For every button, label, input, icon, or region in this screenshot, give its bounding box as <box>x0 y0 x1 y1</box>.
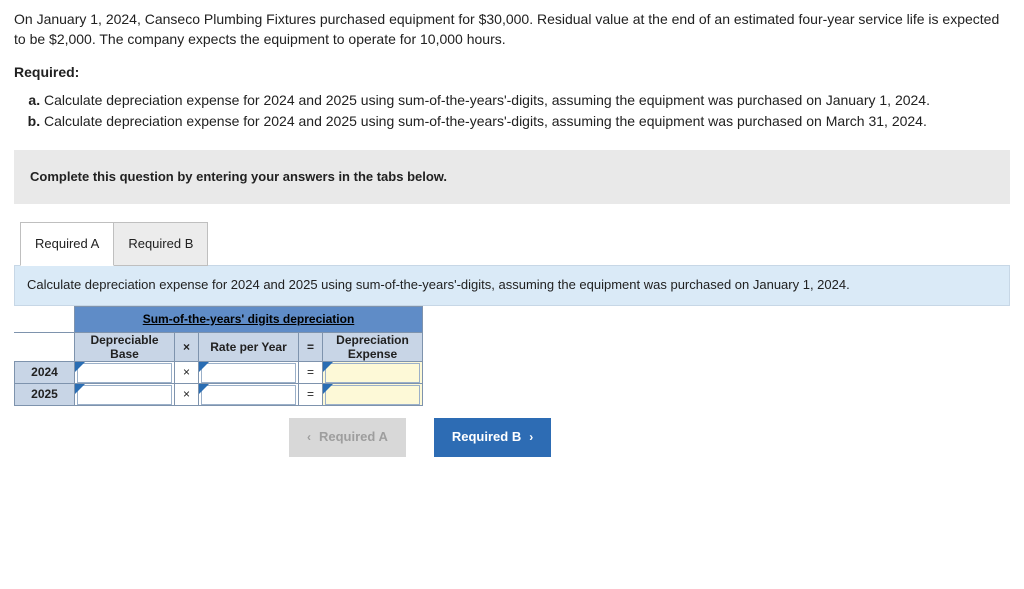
input-2024-base[interactable] <box>77 363 172 383</box>
op-eq: = <box>299 384 323 406</box>
input-marker-icon <box>323 362 333 372</box>
input-marker-icon <box>323 384 333 394</box>
depreciation-table: Sum-of-the-years' digits depreciation De… <box>14 306 423 407</box>
prev-button: ‹ Required A <box>289 418 406 456</box>
table-main-header: Sum-of-the-years' digits depreciation <box>75 306 423 332</box>
input-2024-exp[interactable] <box>325 363 420 383</box>
input-marker-icon <box>199 362 209 372</box>
op-mult: × <box>175 362 199 384</box>
input-2025-base[interactable] <box>77 385 172 405</box>
input-2024-rate[interactable] <box>201 363 296 383</box>
requirement-b-text: Calculate depreciation expense for 2024 … <box>44 113 927 129</box>
tab-prompt: Calculate depreciation expense for 2024 … <box>14 265 1010 305</box>
col-depreciable-base: Depreciable Base <box>75 332 175 362</box>
cell-2024-exp[interactable] <box>323 362 423 384</box>
row-year-2024: 2024 <box>15 362 75 384</box>
chevron-left-icon: ‹ <box>307 429 311 446</box>
tab-required-b[interactable]: Required B <box>113 222 208 266</box>
row-year-2025: 2025 <box>15 384 75 406</box>
col-depreciation-expense: Depreciation Expense <box>323 332 423 362</box>
next-button[interactable]: Required B › <box>434 418 551 456</box>
requirement-a: Calculate depreciation expense for 2024 … <box>44 91 1010 111</box>
cell-2024-base[interactable] <box>75 362 175 384</box>
table-row: 2024 × = <box>15 362 423 384</box>
next-label: Required B <box>452 428 521 446</box>
requirement-b: Calculate depreciation expense for 2024 … <box>44 112 1010 132</box>
col-multiply: × <box>175 332 199 362</box>
op-mult: × <box>175 384 199 406</box>
col-equals: = <box>299 332 323 362</box>
cell-2025-rate[interactable] <box>199 384 299 406</box>
prev-label: Required A <box>319 428 388 446</box>
input-marker-icon <box>199 384 209 394</box>
op-eq: = <box>299 362 323 384</box>
input-marker-icon <box>75 362 85 372</box>
required-heading: Required: <box>14 63 1010 83</box>
tab-required-a[interactable]: Required A <box>20 222 114 266</box>
instruction-bar: Complete this question by entering your … <box>14 150 1010 204</box>
cell-2025-exp[interactable] <box>323 384 423 406</box>
requirements-list: Calculate depreciation expense for 2024 … <box>14 91 1010 132</box>
col-rate-per-year: Rate per Year <box>199 332 299 362</box>
cell-2025-base[interactable] <box>75 384 175 406</box>
chevron-right-icon: › <box>529 429 533 446</box>
input-marker-icon <box>75 384 85 394</box>
cell-2024-rate[interactable] <box>199 362 299 384</box>
input-2025-rate[interactable] <box>201 385 296 405</box>
table-row: 2025 × = <box>15 384 423 406</box>
nav-buttons: ‹ Required A Required B › <box>289 418 1010 456</box>
tab-strip: Required A Required B <box>20 222 1010 266</box>
problem-intro: On January 1, 2024, Canseco Plumbing Fix… <box>14 10 1010 49</box>
input-2025-exp[interactable] <box>325 385 420 405</box>
requirement-a-text: Calculate depreciation expense for 2024 … <box>44 92 930 108</box>
